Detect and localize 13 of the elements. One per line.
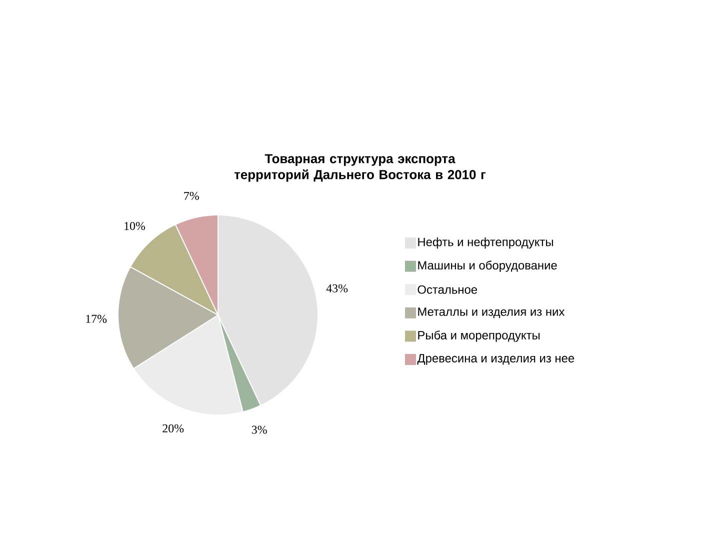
legend-label: Металлы и изделия из них: [418, 308, 565, 318]
data-label: 17%: [86, 314, 107, 323]
legend-label: Нефть и нефтепродукты: [418, 237, 553, 249]
data-label: 3%: [252, 426, 267, 434]
data-label: 43%: [326, 284, 348, 292]
legend-label: Машины и оборудование: [418, 260, 557, 272]
legend-label: Остальное: [418, 285, 478, 294]
data-label: 7%: [184, 192, 199, 200]
chart-title: Товарная структура экспорта территорий Дальнего Востока в 2010 г: [234, 154, 486, 182]
legend-label: Древесина и изделия из нее: [417, 354, 574, 365]
data-label: 10%: [124, 222, 146, 230]
legend-label: Рыба и морепродукты: [418, 330, 540, 342]
data-label: 20%: [162, 424, 184, 432]
